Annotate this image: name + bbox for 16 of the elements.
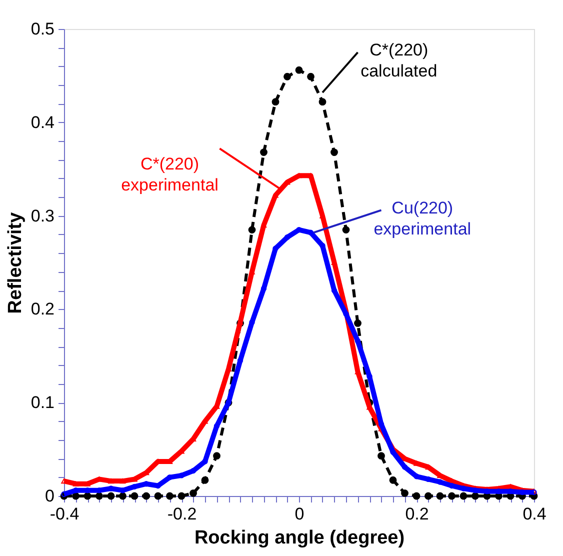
annotation: C*(220) calculated — [360, 40, 438, 80]
y-axis-title: Reflectivity — [4, 212, 26, 314]
y-tick-label: 0.1 — [30, 393, 54, 412]
y-tick-label: 0.4 — [30, 112, 54, 132]
y-tick-label: 0.2 — [30, 300, 54, 319]
y-tick-label: 0.3 — [30, 206, 54, 226]
y-tick-label: 0 — [45, 486, 54, 506]
x-tick-label: 0 — [294, 504, 304, 524]
annotation: C*(220) experimental — [121, 154, 218, 194]
x-tick-label: 0.4 — [522, 504, 546, 524]
x-tick-label: 0.2 — [405, 504, 429, 524]
y-tick-label: 0.5 — [30, 20, 54, 38]
annotation: Cu(220) experimental — [374, 198, 472, 238]
x-axis-title: Rocking angle (degree) — [194, 528, 405, 548]
x-tick-label: -0.4 — [50, 504, 80, 524]
x-tick-label: -0.2 — [167, 504, 197, 524]
